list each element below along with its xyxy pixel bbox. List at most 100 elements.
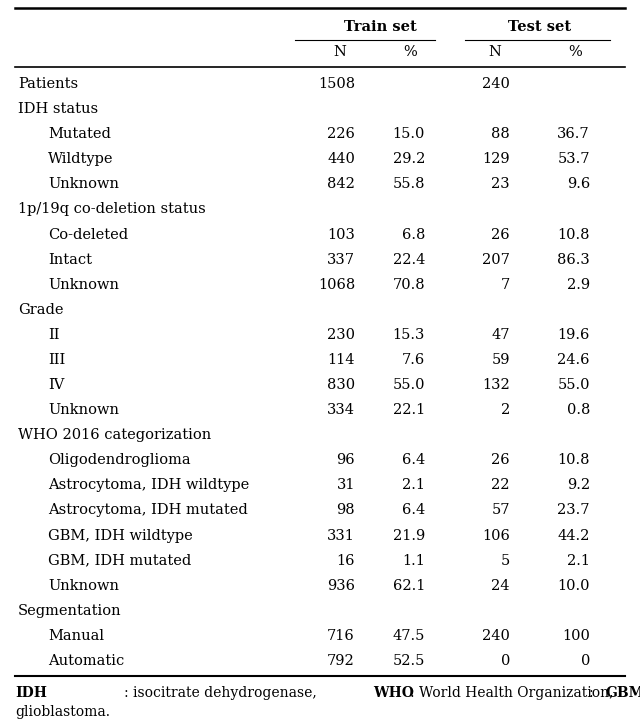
Text: WHO 2016 categorization: WHO 2016 categorization <box>18 428 211 442</box>
Text: 10.0: 10.0 <box>557 579 590 593</box>
Text: 230: 230 <box>327 328 355 342</box>
Text: %: % <box>568 45 582 59</box>
Text: Segmentation: Segmentation <box>18 604 122 618</box>
Text: N: N <box>488 45 501 59</box>
Text: glioblastoma.: glioblastoma. <box>15 705 110 719</box>
Text: 70.8: 70.8 <box>392 278 425 292</box>
Text: 106: 106 <box>482 529 510 542</box>
Text: 29.2: 29.2 <box>392 152 425 166</box>
Text: 334: 334 <box>327 403 355 417</box>
Text: 6.4: 6.4 <box>402 504 425 518</box>
Text: 936: 936 <box>327 579 355 593</box>
Text: 207: 207 <box>482 252 510 267</box>
Text: Automatic: Automatic <box>48 654 124 668</box>
Text: 0: 0 <box>580 654 590 668</box>
Text: Unknown: Unknown <box>48 579 119 593</box>
Text: 62.1: 62.1 <box>392 579 425 593</box>
Text: Wildtype: Wildtype <box>48 152 113 166</box>
Text: Test set: Test set <box>508 20 572 34</box>
Text: 129: 129 <box>483 152 510 166</box>
Text: Unknown: Unknown <box>48 177 119 191</box>
Text: 792: 792 <box>327 654 355 668</box>
Text: 36.7: 36.7 <box>557 127 590 141</box>
Text: : World Health Organization,: : World Health Organization, <box>410 686 618 700</box>
Text: 2.1: 2.1 <box>567 554 590 568</box>
Text: 9.6: 9.6 <box>567 177 590 191</box>
Text: 10.8: 10.8 <box>557 228 590 241</box>
Text: 52.5: 52.5 <box>392 654 425 668</box>
Text: II: II <box>48 328 60 342</box>
Text: Unknown: Unknown <box>48 403 119 417</box>
Text: 1508: 1508 <box>318 77 355 91</box>
Text: 26: 26 <box>492 454 510 467</box>
Text: 1.1: 1.1 <box>402 554 425 568</box>
Text: 331: 331 <box>327 529 355 542</box>
Text: GBM, IDH wildtype: GBM, IDH wildtype <box>48 529 193 542</box>
Text: IV: IV <box>48 378 65 392</box>
Text: 55.8: 55.8 <box>392 177 425 191</box>
Text: 7: 7 <box>500 278 510 292</box>
Text: N: N <box>333 45 346 59</box>
Text: 98: 98 <box>337 504 355 518</box>
Text: 440: 440 <box>327 152 355 166</box>
Text: Grade: Grade <box>18 302 63 317</box>
Text: III: III <box>48 353 65 367</box>
Text: 0.8: 0.8 <box>566 403 590 417</box>
Text: 2: 2 <box>500 403 510 417</box>
Text: 47: 47 <box>492 328 510 342</box>
Text: GBM: GBM <box>605 686 640 700</box>
Text: : isocitrate dehydrogenase,: : isocitrate dehydrogenase, <box>124 686 321 700</box>
Text: 22: 22 <box>492 478 510 492</box>
Text: 24: 24 <box>492 579 510 593</box>
Text: 2.9: 2.9 <box>567 278 590 292</box>
Text: 47.5: 47.5 <box>392 629 425 643</box>
Text: 6.8: 6.8 <box>402 228 425 241</box>
Text: 240: 240 <box>482 629 510 643</box>
Text: 21.9: 21.9 <box>393 529 425 542</box>
Text: Co-deleted: Co-deleted <box>48 228 128 241</box>
Text: Astrocytoma, IDH wildtype: Astrocytoma, IDH wildtype <box>48 478 249 492</box>
Text: 6.4: 6.4 <box>402 454 425 467</box>
Text: 842: 842 <box>327 177 355 191</box>
Text: IDH: IDH <box>15 686 47 700</box>
Text: 57: 57 <box>492 504 510 518</box>
Text: Manual: Manual <box>48 629 104 643</box>
Text: 31: 31 <box>337 478 355 492</box>
Text: 44.2: 44.2 <box>557 529 590 542</box>
Text: 15.3: 15.3 <box>392 328 425 342</box>
Text: 23: 23 <box>492 177 510 191</box>
Text: 59: 59 <box>492 353 510 367</box>
Text: 226: 226 <box>327 127 355 141</box>
Text: IDH status: IDH status <box>18 102 98 116</box>
Text: 55.0: 55.0 <box>557 378 590 392</box>
Text: 5: 5 <box>500 554 510 568</box>
Text: 86.3: 86.3 <box>557 252 590 267</box>
Text: 53.7: 53.7 <box>557 152 590 166</box>
Text: 132: 132 <box>483 378 510 392</box>
Text: WHO: WHO <box>373 686 413 700</box>
Text: 19.6: 19.6 <box>557 328 590 342</box>
Text: 830: 830 <box>327 378 355 392</box>
Text: 2.1: 2.1 <box>402 478 425 492</box>
Text: 26: 26 <box>492 228 510 241</box>
Text: 10.8: 10.8 <box>557 454 590 467</box>
Text: 1p/19q co-deletion status: 1p/19q co-deletion status <box>18 202 205 217</box>
Text: 103: 103 <box>327 228 355 241</box>
Text: 100: 100 <box>562 629 590 643</box>
Text: 22.4: 22.4 <box>392 252 425 267</box>
Text: 240: 240 <box>482 77 510 91</box>
Text: Mutated: Mutated <box>48 127 111 141</box>
Text: 1068: 1068 <box>317 278 355 292</box>
Text: Train set: Train set <box>344 20 417 34</box>
Text: Astrocytoma, IDH mutated: Astrocytoma, IDH mutated <box>48 504 248 518</box>
Text: 16: 16 <box>337 554 355 568</box>
Text: 88: 88 <box>492 127 510 141</box>
Text: 24.6: 24.6 <box>557 353 590 367</box>
Text: %: % <box>403 45 417 59</box>
Text: 114: 114 <box>328 353 355 367</box>
Text: GBM, IDH mutated: GBM, IDH mutated <box>48 554 191 568</box>
Text: 337: 337 <box>327 252 355 267</box>
Text: 716: 716 <box>327 629 355 643</box>
Text: 9.2: 9.2 <box>567 478 590 492</box>
Text: 7.6: 7.6 <box>402 353 425 367</box>
